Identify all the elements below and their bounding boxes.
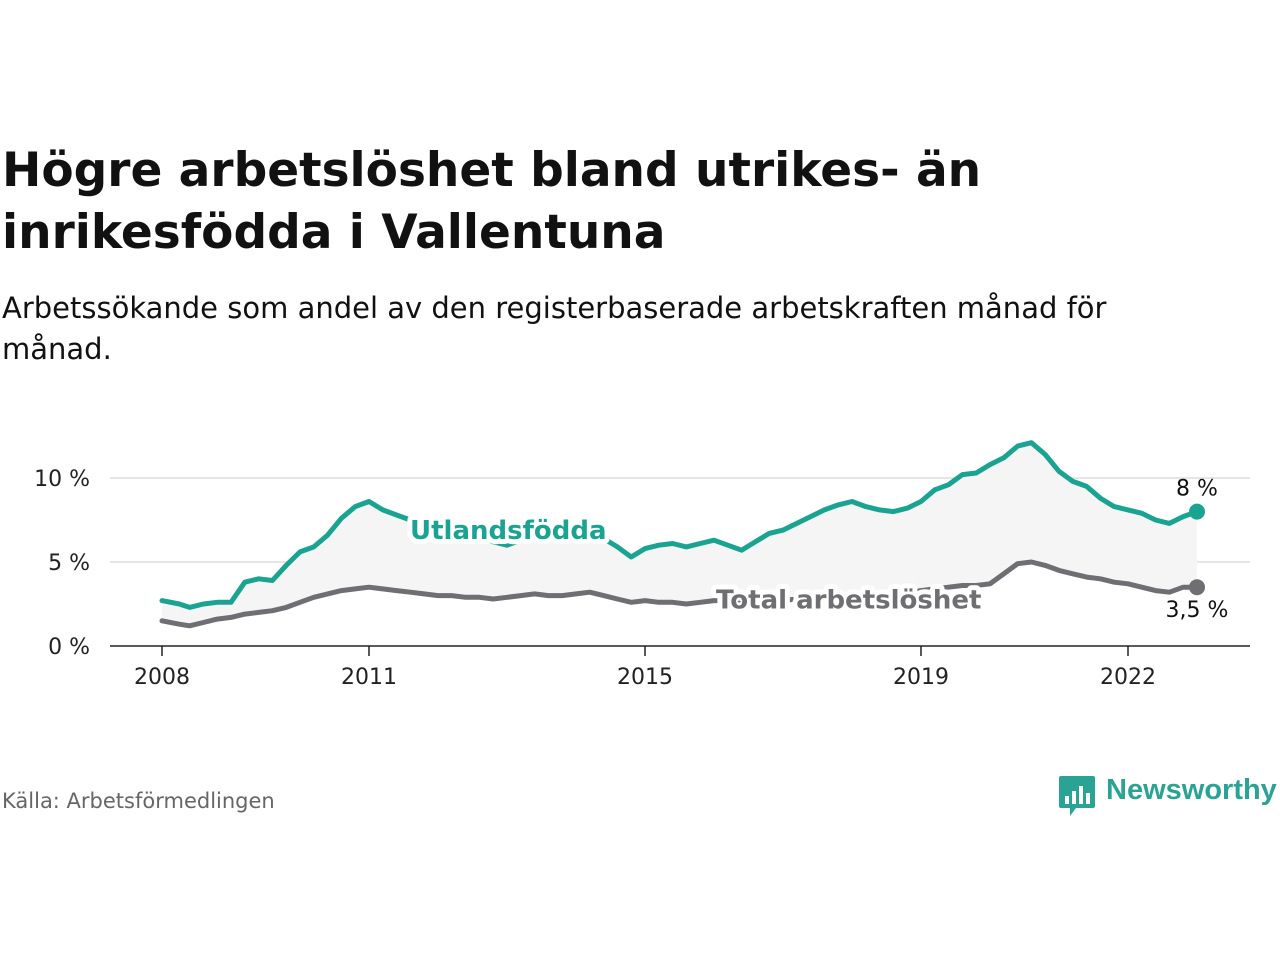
- subtitle: Arbetssökande som andel av den registerb…: [2, 291, 1107, 366]
- y-tick-label: 5 %: [48, 551, 90, 576]
- newsworthy-logo: Newsworthy: [1058, 772, 1278, 818]
- x-tick-label: 2011: [341, 665, 397, 690]
- source-note: Källa: Arbetsförmedlingen: [2, 789, 275, 813]
- x-tick-label: 2015: [617, 665, 673, 690]
- page-title: Högre arbetslöshet bland utrikes- än inr…: [2, 143, 982, 260]
- bar-chart-speech-bubble-icon: [1059, 776, 1095, 816]
- shaded-band: [162, 442, 1197, 626]
- y-tick-label: 0 %: [48, 635, 90, 660]
- brand-name: Newsworthy: [1106, 774, 1277, 806]
- label-layer: Utlandsfödda Total arbetslöshet 8 % 3,5 …: [405, 477, 1229, 624]
- end-label-utlandsfodda: 8 %: [1176, 477, 1218, 502]
- x-tick-label: 2022: [1100, 665, 1156, 690]
- line-chart: 0 % 5 % 10 % 2008 2011 2015 2019 2022 Utlandsfö…: [34, 440, 1250, 690]
- x-tick-label: 2019: [893, 665, 949, 690]
- series-label-utlandsfodda: Utlandsfödda: [410, 516, 607, 546]
- end-label-total: 3,5 %: [1166, 598, 1229, 623]
- end-point-utlandsfodda: [1189, 503, 1205, 520]
- x-tick-label: 2008: [134, 665, 190, 690]
- series-label-total: Total arbetslöshet: [716, 586, 981, 616]
- series-line-total: [159, 559, 1200, 629]
- y-tick-label: 10 %: [34, 467, 90, 492]
- axis-layer: 0 % 5 % 10 % 2008 2011 2015 2019 2022: [34, 467, 1250, 690]
- end-point-total: [1189, 579, 1205, 596]
- series-line-utlandsfodda: [159, 440, 1200, 610]
